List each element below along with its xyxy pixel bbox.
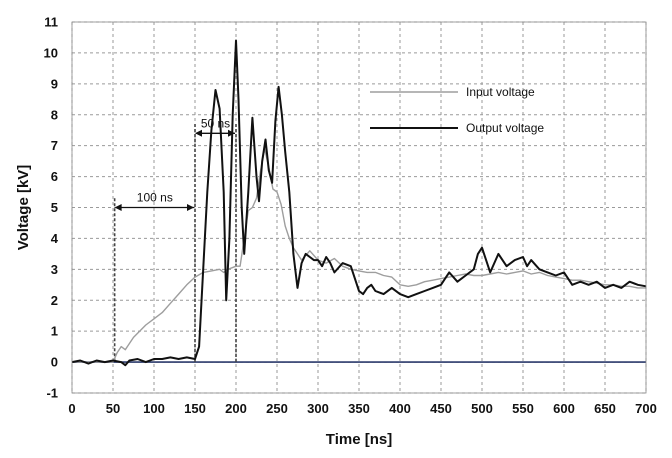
legend-label: Input voltage (466, 85, 535, 99)
axes: 0 50 100 150 200 250 300 350 400 450 500 550 600 650 7… (44, 15, 657, 417)
x-tick-label: 600 (553, 401, 575, 416)
annotation-50-ns: 50 ns (195, 116, 235, 137)
grid (71, 21, 647, 394)
y-tick-label: 3 (51, 262, 58, 277)
annotation-label: 50 ns (201, 116, 230, 130)
annotation-100-ns: 100 ns (114, 191, 194, 211)
annotation-label: 100 ns (137, 191, 173, 205)
x-tick-label: 700 (635, 401, 657, 416)
legend: Input voltage Output voltage (370, 85, 544, 135)
x-tick-label: 300 (307, 401, 329, 416)
x-tick-label: 550 (512, 401, 534, 416)
x-tick-label: 0 (68, 401, 75, 416)
x-tick-label: 200 (225, 401, 247, 416)
y-axis-title: Voltage [kV] (15, 165, 32, 251)
x-tick-label: 100 (143, 401, 165, 416)
x-tick-label: 150 (184, 401, 206, 416)
y-tick-label: 5 (51, 200, 58, 215)
y-tick-label: -1 (46, 386, 58, 401)
x-tick-label: 400 (389, 401, 411, 416)
x-tick-label: 450 (430, 401, 452, 416)
y-tick-label: 7 (51, 138, 58, 153)
series-lines (71, 39, 647, 367)
legend-item: Input voltage (370, 85, 535, 99)
legend-item: Output voltage (370, 121, 544, 135)
plot-frame (71, 21, 647, 394)
y-tick-label: 2 (51, 293, 58, 308)
legend-label: Output voltage (466, 121, 544, 135)
input-voltage-line (72, 148, 646, 363)
x-tick-label: 50 (106, 401, 120, 416)
y-tick-label: 10 (44, 45, 58, 60)
annotations: 100 ns 50 ns (113, 116, 237, 363)
output-voltage-line (71, 39, 647, 367)
y-tick-label: 1 (51, 324, 58, 339)
y-tick-label: 9 (51, 76, 58, 91)
x-tick-label: 350 (348, 401, 370, 416)
y-tick-label: 11 (44, 15, 58, 30)
y-tick-label: 8 (51, 107, 58, 122)
y-tick-label: 0 (51, 355, 58, 370)
x-tick-label: 250 (266, 401, 288, 416)
x-tick-label: 650 (594, 401, 616, 416)
y-tick-label: 4 (51, 231, 59, 246)
x-axis-title: Time [ns] (326, 431, 392, 448)
x-tick-label: 500 (471, 401, 493, 416)
y-tick-label: 6 (51, 169, 58, 184)
